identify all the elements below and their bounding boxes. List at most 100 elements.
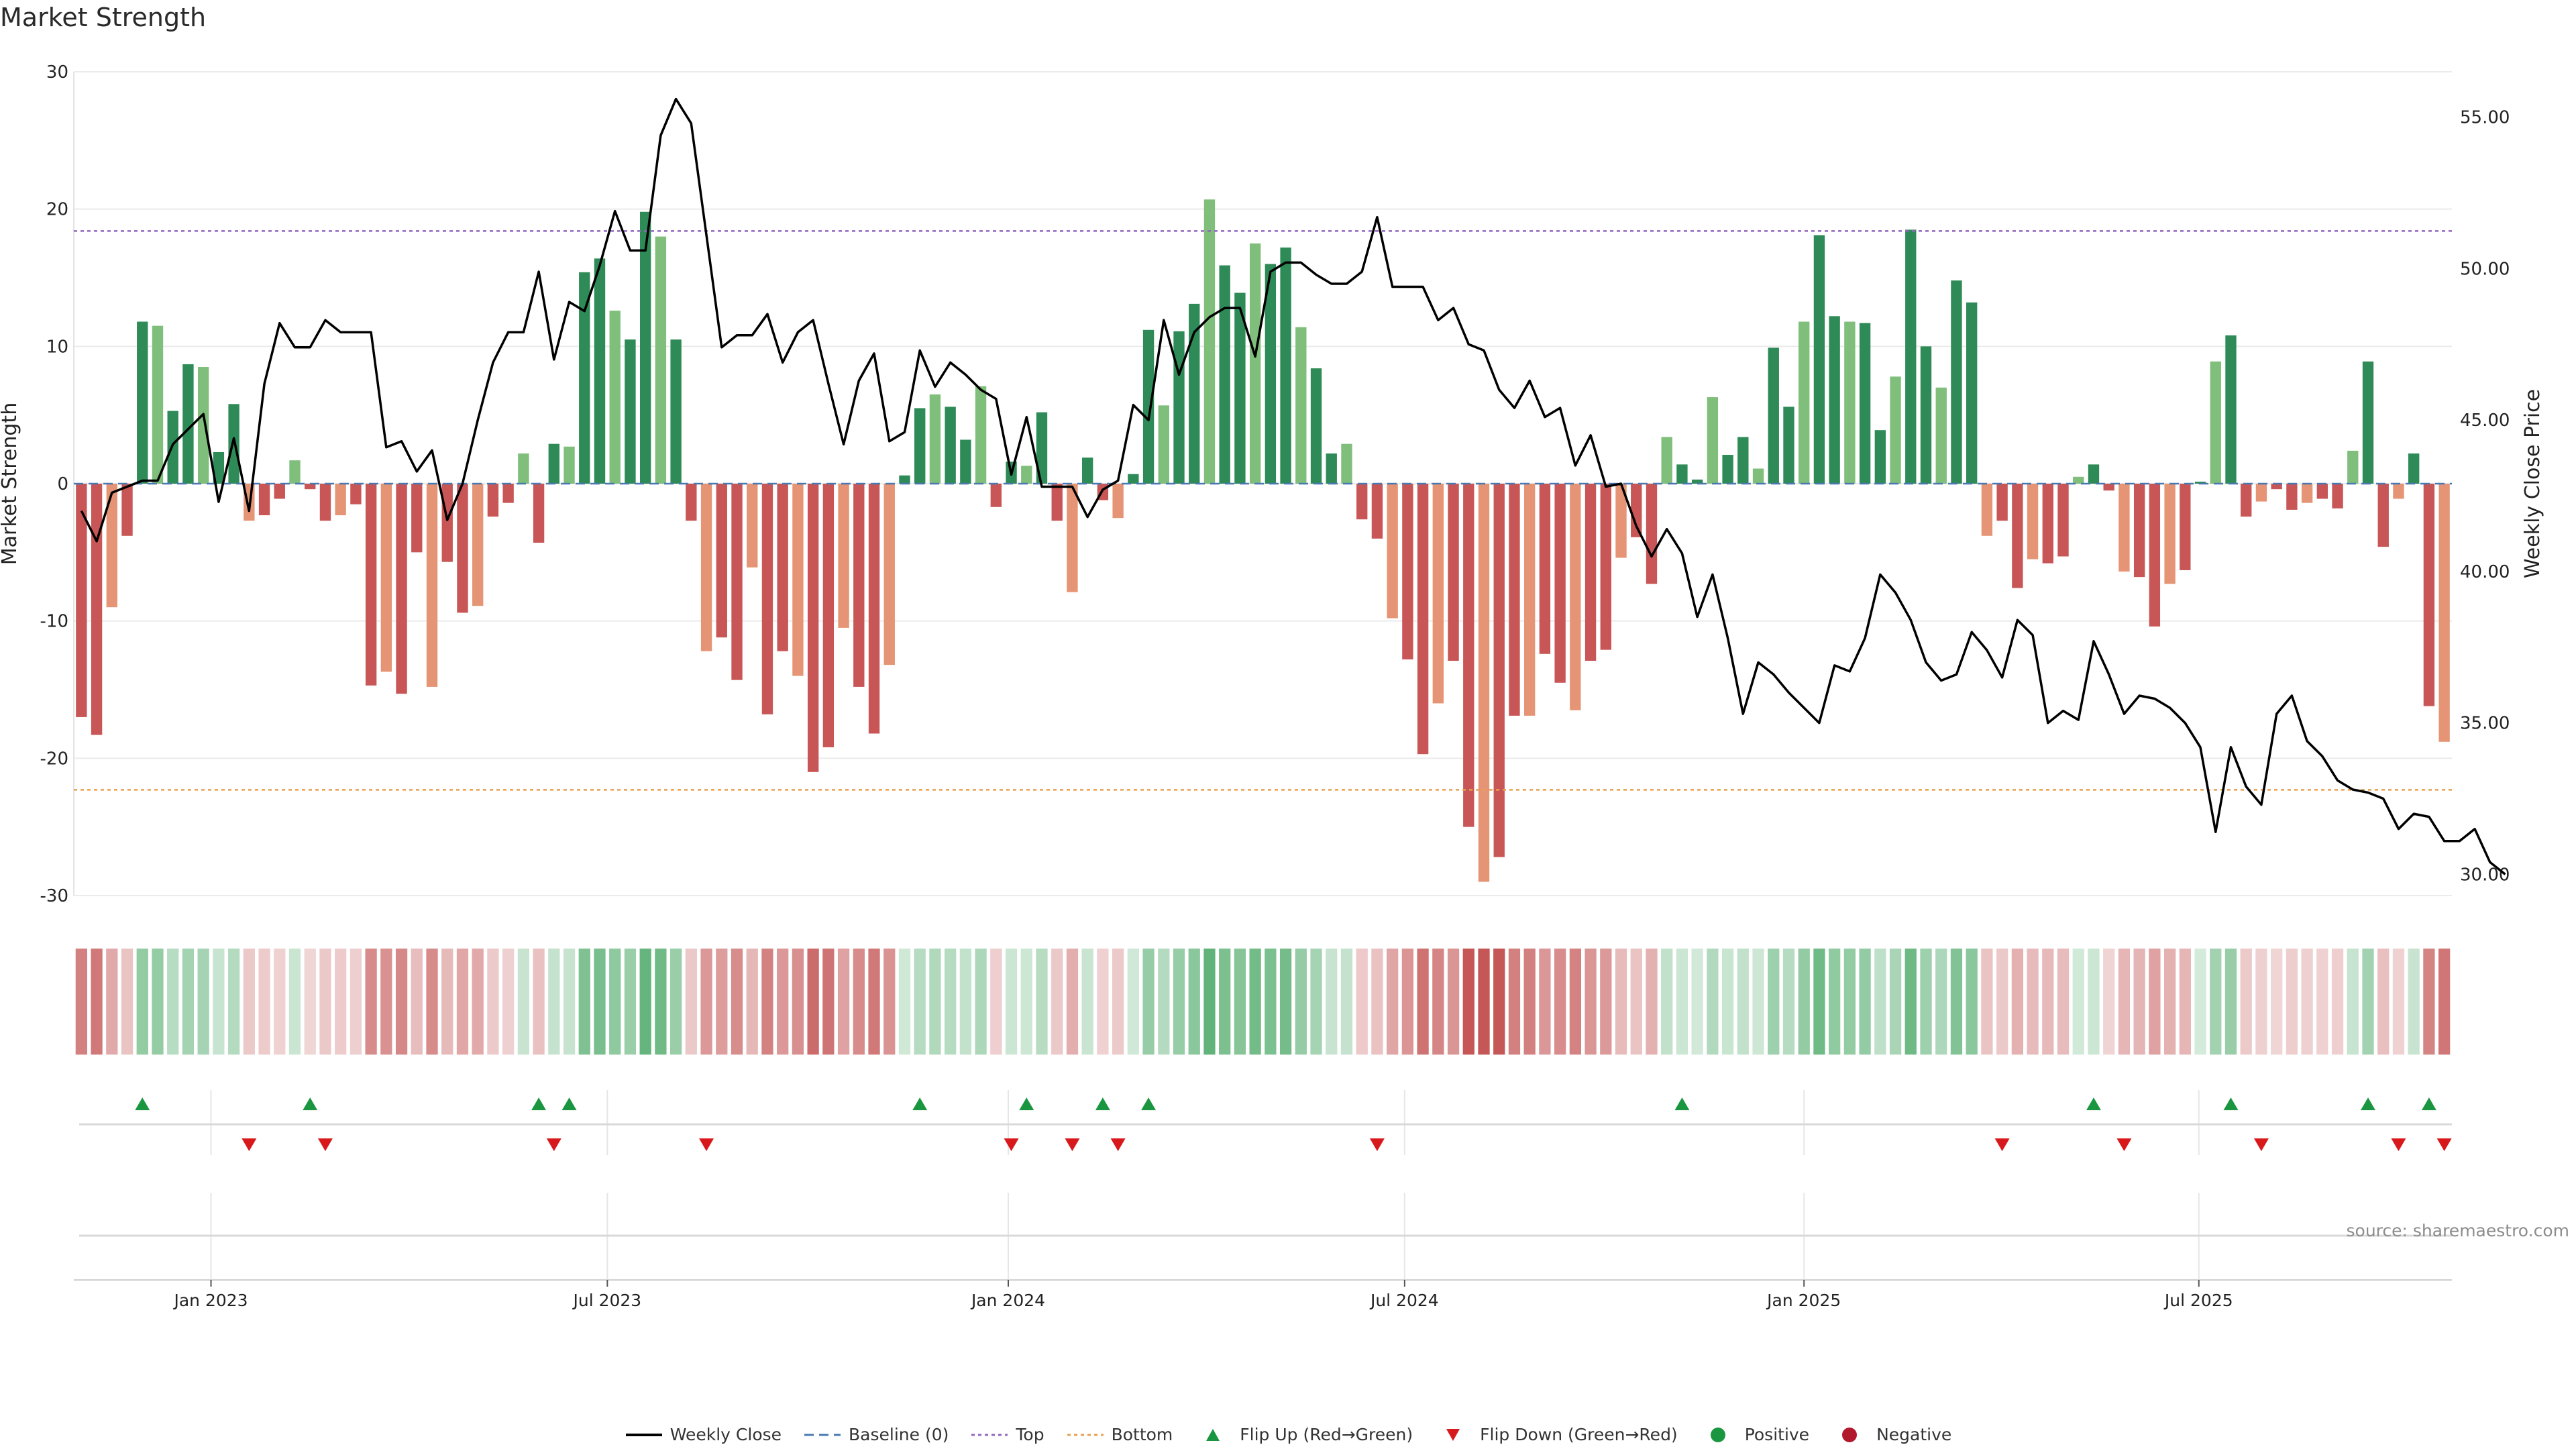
flip-down-marker	[1065, 1138, 1080, 1151]
strength-bar	[1905, 229, 1917, 484]
legend-label: Weekly Close	[669, 1425, 782, 1444]
heat-strip-cell	[1874, 949, 1886, 1055]
heat-strip-cell	[1829, 949, 1841, 1055]
legend-item: Flip Up (Red→Green)	[1194, 1425, 1413, 1444]
strength-bar	[1829, 316, 1840, 484]
strength-bar	[2271, 484, 2282, 490]
legend-item: Baseline (0)	[803, 1425, 949, 1444]
heat-strip-cell	[807, 949, 819, 1055]
heat-strip-cell	[1768, 949, 1780, 1055]
heat-strip-cell	[2347, 949, 2359, 1055]
legend-swatch	[1446, 1428, 1460, 1441]
heat-strip-cell	[1371, 949, 1383, 1055]
strength-bar	[1341, 443, 1352, 484]
strength-bar	[2286, 484, 2298, 510]
heat-strip-cell	[2163, 949, 2176, 1055]
heat-strip-cell	[1097, 949, 1109, 1055]
heat-strip-cell	[746, 949, 758, 1055]
strength-bar	[1799, 321, 1810, 484]
flip-up-marker	[912, 1097, 928, 1110]
strength-bar	[1783, 407, 1794, 484]
heat-strip-cell	[1691, 949, 1703, 1055]
heat-strip-cell	[2423, 949, 2435, 1055]
strength-bar	[853, 484, 865, 687]
strength-bar	[1966, 302, 1978, 484]
heat-strip-cell	[1646, 949, 1658, 1055]
heat-strip-cell	[731, 949, 743, 1055]
strength-bar	[2103, 484, 2114, 491]
strength-bar	[2377, 484, 2389, 547]
right-axis-label: Weekly Close Price	[2521, 389, 2544, 578]
heat-strip-cell	[395, 949, 408, 1055]
heat-strip-cell	[1326, 949, 1338, 1055]
strength-bar	[2194, 482, 2206, 484]
strength-bar	[91, 484, 103, 735]
strength-bar	[411, 484, 423, 553]
heat-strip-cell	[335, 949, 347, 1055]
legend-item: Top	[970, 1425, 1044, 1444]
strength-bar	[670, 339, 682, 484]
strength-bar	[2241, 484, 2252, 517]
strength-bar	[533, 484, 545, 543]
strength-bar	[502, 484, 514, 503]
heat-strip-cell	[1981, 949, 1993, 1055]
heat-strip-cell	[182, 949, 195, 1055]
heat-strip-cell	[1920, 949, 1932, 1055]
strength-bar	[1585, 484, 1597, 661]
strength-bar	[1356, 484, 1368, 520]
strength-bar	[1707, 397, 1719, 484]
heat-strip-cell	[700, 949, 712, 1055]
flip-up-marker	[303, 1097, 318, 1110]
heat-strip-cell	[2088, 949, 2100, 1055]
heat-strip-cell	[2301, 949, 2313, 1055]
heat-strip-cell	[761, 949, 773, 1055]
heat-strip-cell	[2392, 949, 2405, 1055]
heat-strip-cell	[624, 949, 637, 1055]
strength-bar	[1631, 484, 1642, 537]
left-tick-labels: 30 20 10 0 -10 -20 -30	[40, 62, 68, 906]
heat-strip-cell	[1889, 949, 1902, 1055]
legend-label: Bottom	[1111, 1425, 1173, 1444]
strength-bar	[1448, 484, 1459, 661]
flip-down-marker	[1110, 1138, 1126, 1151]
heat-strip-cell	[1859, 949, 1871, 1055]
heat-strip-cell	[472, 949, 484, 1055]
x-tick-label: Jan 2025	[1766, 1291, 1841, 1310]
strength-bar	[518, 453, 529, 484]
flip-up-marker	[2361, 1097, 2376, 1110]
main-gridlines	[74, 71, 2452, 896]
strength-bar	[396, 484, 407, 694]
weekly-close-line	[80, 97, 2506, 875]
heat-strip-cell	[487, 949, 499, 1055]
strength-bar	[655, 236, 667, 484]
heat-strip-cell	[1676, 949, 1688, 1055]
strength-bar	[1676, 464, 1688, 484]
legend-swatch	[1842, 1427, 1858, 1442]
flip-down-marker	[317, 1138, 333, 1151]
strength-bar	[747, 484, 758, 568]
heat-strip-cell	[1539, 949, 1551, 1055]
x-tick-label: Jul 2024	[1369, 1291, 1439, 1310]
heat-strip-cell	[1630, 949, 1642, 1055]
heat-strip-cell	[990, 949, 1002, 1055]
legend-item: Positive	[1699, 1425, 1809, 1444]
strength-bar	[899, 475, 910, 484]
flip-down-marker	[2116, 1138, 2132, 1151]
heat-strip-cell	[2133, 949, 2145, 1055]
heat-strip-cell	[1432, 949, 1444, 1055]
strength-bar	[305, 484, 316, 490]
strength-bar	[1295, 327, 1307, 484]
strength-bar	[2027, 484, 2039, 559]
heat-strip-cell	[1737, 949, 1749, 1055]
heat-strip-cell	[837, 949, 850, 1055]
strength-bar	[2088, 464, 2100, 484]
strength-bar	[2362, 361, 2374, 484]
flip-down-marker	[2253, 1138, 2269, 1151]
strength-bar	[1463, 484, 1474, 827]
strength-bar	[1021, 466, 1032, 484]
left-tick-label: -30	[40, 886, 68, 906]
heat-strip-cell	[533, 949, 545, 1055]
heat-strip-cell	[2027, 949, 2039, 1055]
heat-strip-cell	[167, 949, 179, 1055]
